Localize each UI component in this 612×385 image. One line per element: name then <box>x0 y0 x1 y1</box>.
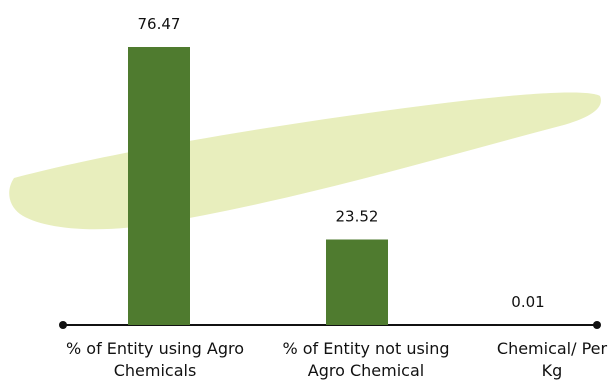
value-label: 23.52 <box>336 207 379 225</box>
axis-dot <box>59 321 67 329</box>
bar <box>128 47 190 325</box>
x-tick-label: Chemical/ Per Kg <box>496 339 608 380</box>
brush-stroke <box>9 92 601 230</box>
value-label: 0.01 <box>511 293 544 311</box>
axis-dot <box>593 321 601 329</box>
x-tick-label: % of Entity using Agro Chemicals <box>65 339 244 380</box>
x-tick-label: % of Entity not using Agro Chemical <box>282 339 450 380</box>
value-label: 76.47 <box>138 15 181 33</box>
bar <box>326 239 388 325</box>
